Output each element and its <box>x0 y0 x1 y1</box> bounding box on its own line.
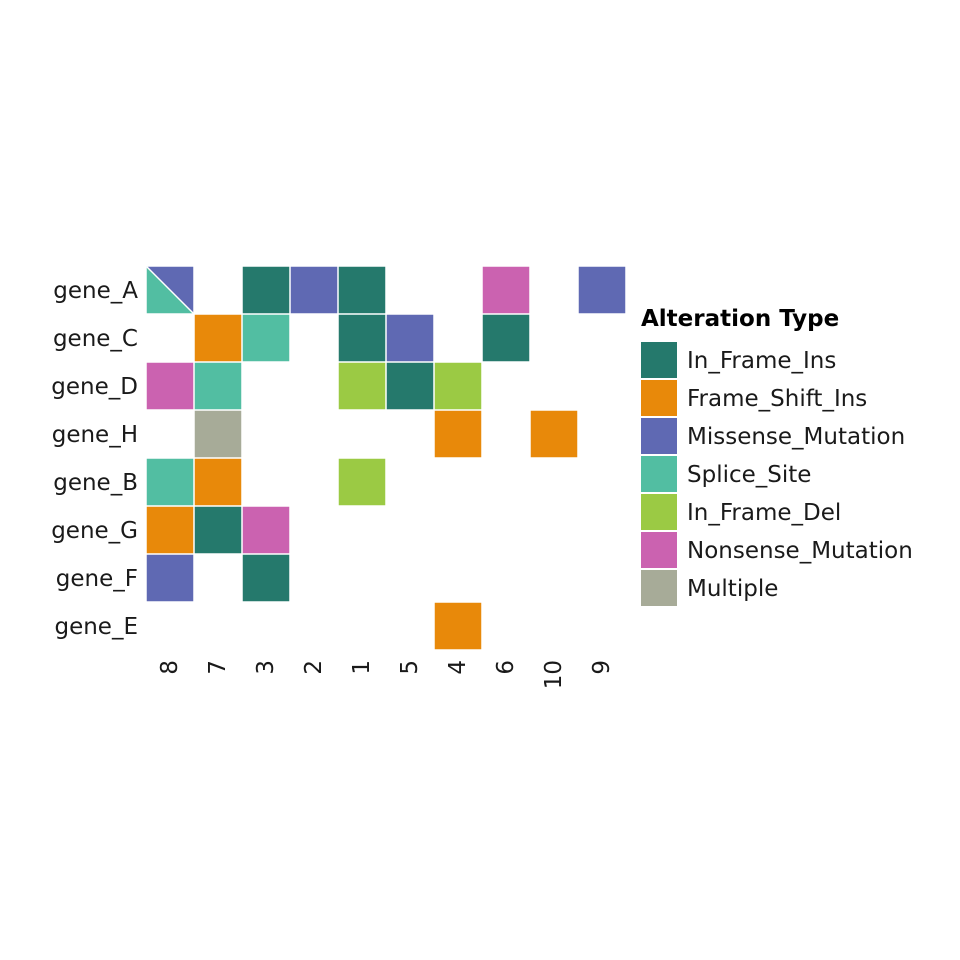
legend-label-splice-site: Splice_Site <box>687 462 811 488</box>
legend-key-frame-shift-ins <box>641 380 677 416</box>
legend-entries: In_Frame_Ins Frame_Shift_Ins Missense_Muta… <box>641 342 913 606</box>
row-label-gene_D: gene_D <box>51 374 138 400</box>
legend-key-in-frame-ins <box>641 342 677 378</box>
cell-gene_H-10 <box>530 410 578 458</box>
legend-title: Alteration Type <box>641 306 839 332</box>
col-label-3: 3 <box>253 660 279 675</box>
legend-key-nonsense-mutation <box>641 532 677 568</box>
cell-gene_D-8 <box>146 362 194 410</box>
cell-gene_A-8-divider <box>146 266 194 314</box>
col-label-4: 4 <box>445 660 471 675</box>
row-label-gene_B: gene_B <box>53 470 138 496</box>
legend-label-frame-shift-ins: Frame_Shift_Ins <box>687 386 867 412</box>
row-labels: gene_A gene_C gene_D gene_H gene_B gene_Ggene… <box>51 278 138 640</box>
cell-gene_C-3 <box>242 314 290 362</box>
cell-gene_D-7 <box>194 362 242 410</box>
legend-label-in-frame-del: In_Frame_Del <box>687 500 841 526</box>
cell-gene_A-9 <box>578 266 626 314</box>
col-label-2: 2 <box>301 660 327 675</box>
cell-gene_E-4 <box>434 602 482 650</box>
cell-gene_D-1 <box>338 362 386 410</box>
row-label-gene_C: gene_C <box>53 326 138 352</box>
row-label-gene_E: gene_E <box>54 614 138 640</box>
legend-label-in-frame-ins: In_Frame_Ins <box>687 348 836 374</box>
column-labels: 8 7 3 2 1 5 4 6 10 9 <box>157 660 615 689</box>
cell-gene_H-7 <box>194 410 242 458</box>
row-label-gene_F: gene_F <box>56 566 138 592</box>
cell-gene_H-4 <box>434 410 482 458</box>
row-label-gene_G: gene_G <box>51 518 138 544</box>
cell-gene_G-7 <box>194 506 242 554</box>
legend-key-in-frame-del <box>641 494 677 530</box>
cell-gene_B-1 <box>338 458 386 506</box>
legend-label-nonsense-mutation: Nonsense_Mutation <box>687 538 913 564</box>
cell-gene_C-5 <box>386 314 434 362</box>
col-label-6: 6 <box>493 660 519 675</box>
cell-gene_A-1 <box>338 266 386 314</box>
legend-label-multiple: Multiple <box>687 576 778 602</box>
cell-gene_D-4 <box>434 362 482 410</box>
col-label-5: 5 <box>397 660 423 675</box>
legend: Alteration Type In_Frame_Ins Frame_Shift_… <box>641 306 913 606</box>
cell-gene_B-7 <box>194 458 242 506</box>
legend-label-missense-mutation: Missense_Mutation <box>687 424 905 450</box>
cell-gene_C-7 <box>194 314 242 362</box>
legend-key-splice-site <box>641 456 677 492</box>
legend-key-missense-mutation <box>641 418 677 454</box>
col-label-10: 10 <box>541 660 567 689</box>
cell-gene_G-8 <box>146 506 194 554</box>
col-label-1: 1 <box>349 660 375 675</box>
col-label-7: 7 <box>205 660 231 675</box>
cell-gene_C-1 <box>338 314 386 362</box>
cell-gene_D-5 <box>386 362 434 410</box>
legend-key-multiple <box>641 570 677 606</box>
cell-gene_G-3 <box>242 506 290 554</box>
heatmap-cells <box>146 266 626 650</box>
col-label-9: 9 <box>589 660 615 675</box>
col-label-8: 8 <box>157 660 183 675</box>
cell-gene_A-6 <box>482 266 530 314</box>
cell-gene_B-8 <box>146 458 194 506</box>
cell-gene_A-3 <box>242 266 290 314</box>
cell-gene_F-3 <box>242 554 290 602</box>
cell-gene_C-6 <box>482 314 530 362</box>
row-label-gene_A: gene_A <box>53 278 138 304</box>
cell-gene_A-2 <box>290 266 338 314</box>
row-label-gene_H: gene_H <box>52 422 138 448</box>
cell-gene_F-8 <box>146 554 194 602</box>
